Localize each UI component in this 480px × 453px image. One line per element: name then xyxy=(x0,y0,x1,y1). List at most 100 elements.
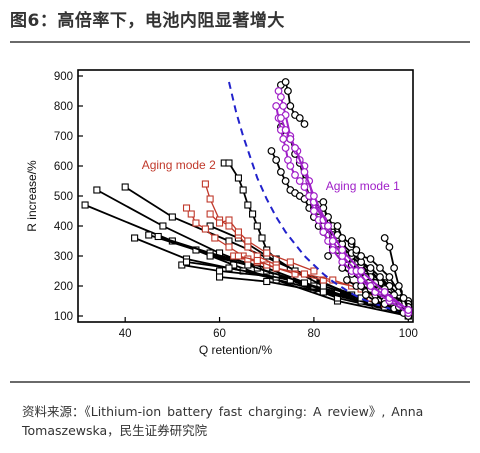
data-point xyxy=(343,276,351,284)
data-point xyxy=(206,252,214,260)
data-point xyxy=(244,201,252,209)
data-point xyxy=(225,264,233,272)
source-rule xyxy=(10,381,470,383)
title-rule xyxy=(10,41,470,43)
data-point xyxy=(225,159,233,167)
x-tick-label: 100 xyxy=(399,328,418,340)
data-point xyxy=(328,246,337,254)
data-point xyxy=(385,243,394,251)
data-point xyxy=(366,264,375,272)
data-point xyxy=(300,168,309,176)
data-point xyxy=(215,219,224,227)
data-point xyxy=(272,156,281,164)
data-point xyxy=(366,255,375,263)
data-point xyxy=(206,210,214,218)
data-point xyxy=(286,162,295,170)
data-point xyxy=(361,291,370,299)
data-point xyxy=(286,102,295,110)
series-line xyxy=(228,81,409,314)
data-point xyxy=(234,252,242,260)
data-point xyxy=(272,264,280,272)
data-point xyxy=(145,231,153,239)
data-point xyxy=(225,216,233,224)
data-point xyxy=(319,276,327,284)
data-point xyxy=(192,219,200,227)
data-point xyxy=(394,282,403,290)
data-point xyxy=(281,126,290,134)
data-point xyxy=(225,243,233,251)
y-tick-label: 500 xyxy=(54,191,73,203)
data-point xyxy=(329,276,337,284)
y-tick-label: 400 xyxy=(54,221,73,233)
data-point xyxy=(399,294,408,302)
data-point xyxy=(319,228,328,236)
data-point xyxy=(291,144,299,152)
data-point xyxy=(295,114,304,122)
data-point xyxy=(93,186,101,194)
data-point xyxy=(310,207,318,215)
data-point xyxy=(404,306,413,314)
y-tick-label: 700 xyxy=(54,131,73,143)
data-point xyxy=(201,225,209,233)
data-point xyxy=(258,234,266,242)
data-point xyxy=(281,144,290,152)
data-point xyxy=(371,297,380,305)
data-point xyxy=(276,168,285,176)
y-tick-label: 300 xyxy=(54,251,73,263)
data-point xyxy=(376,264,384,272)
data-point xyxy=(380,288,389,296)
data-point xyxy=(333,222,342,230)
y-tick-label: 100 xyxy=(54,311,73,323)
x-tick-label: 40 xyxy=(119,328,132,340)
data-point xyxy=(272,102,281,110)
annotation-aging-mode-2: Aging mode 2 xyxy=(142,158,216,172)
y-tick-label: 200 xyxy=(54,281,73,293)
data-point xyxy=(291,270,299,278)
data-point xyxy=(154,232,162,241)
data-point xyxy=(281,177,290,185)
data-point xyxy=(276,114,285,122)
data-point xyxy=(159,222,167,230)
data-point xyxy=(253,222,261,230)
data-point xyxy=(234,228,242,236)
data-point xyxy=(263,249,271,257)
data-point xyxy=(244,261,252,269)
data-point xyxy=(244,237,252,245)
y-tick-label: 600 xyxy=(54,161,73,173)
data-point xyxy=(324,222,332,230)
axis-ticks: 40 60 80 100 100 200 300 400 500 600 700 800 900 xyxy=(54,71,418,340)
data-point xyxy=(244,243,252,251)
data-point xyxy=(267,147,276,155)
label-layer: R increase/% Q retention/% Aging mode 2 … xyxy=(25,158,400,357)
data-point xyxy=(131,234,139,242)
data-point xyxy=(347,237,356,245)
data-point xyxy=(249,210,257,218)
data-point xyxy=(352,246,361,254)
data-point xyxy=(168,213,176,221)
data-point xyxy=(324,252,332,260)
data-point xyxy=(295,177,304,185)
data-point xyxy=(182,258,191,266)
data-point xyxy=(215,273,224,281)
source-note: 资料来源：《Lithium-ion battery fast charging:… xyxy=(22,404,424,438)
annotation-aging-mode-1: Aging mode 1 xyxy=(326,179,400,193)
data-point xyxy=(300,279,309,287)
data-point xyxy=(385,273,394,281)
data-point xyxy=(357,252,365,260)
data-point xyxy=(225,237,233,245)
series-red-square xyxy=(206,210,318,275)
data-point xyxy=(291,171,299,179)
chart: 40 60 80 100 100 200 300 400 500 600 700 800 900 R i… xyxy=(25,69,418,357)
data-point xyxy=(263,277,271,286)
data-point xyxy=(284,87,292,95)
data-point xyxy=(366,282,375,290)
data-point xyxy=(286,135,295,143)
data-point xyxy=(319,288,327,296)
data-point xyxy=(239,186,247,194)
data-point xyxy=(81,201,89,209)
data-point xyxy=(234,174,242,182)
data-point xyxy=(357,267,365,275)
series-black-circle xyxy=(276,78,309,128)
series-purple-circle xyxy=(276,114,413,314)
series-line xyxy=(336,225,410,308)
